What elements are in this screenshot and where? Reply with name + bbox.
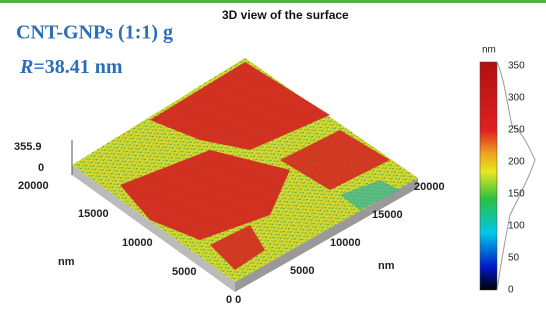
left-unit: nm bbox=[58, 256, 75, 268]
plot-title: 3D view of the surface bbox=[222, 8, 349, 22]
colorbar-tick: 250 bbox=[508, 125, 525, 136]
colorbar-tick: 0 bbox=[508, 285, 514, 296]
left-tick: 10000 bbox=[122, 237, 153, 249]
left-tick: 5000 bbox=[172, 266, 196, 278]
radius-value: =38.41 nm bbox=[33, 56, 123, 78]
sample-title: CNT-GNPs (1:1) g bbox=[16, 22, 173, 44]
z-label: 0 bbox=[38, 162, 44, 174]
left-tick: 20000 bbox=[18, 180, 49, 192]
colorbar-tick: 100 bbox=[508, 221, 525, 232]
z-label: 355.9 bbox=[14, 141, 42, 153]
colorbar-tick: 50 bbox=[508, 253, 520, 264]
colorbar-tick: 200 bbox=[508, 157, 525, 168]
colorbar-unit: nm bbox=[482, 45, 496, 56]
colorbar-tick: 350 bbox=[508, 61, 525, 72]
left-tick: 15000 bbox=[78, 208, 109, 220]
figure: CNT-GNPs (1:1) g R=38.41 nm 3D view of t… bbox=[0, 0, 546, 306]
colorbar-ticks: 350 300 250 200 150 100 50 0 bbox=[508, 61, 525, 296]
origin: 0 0 bbox=[226, 294, 241, 306]
top-border bbox=[0, 0, 546, 3]
right-unit: nm bbox=[378, 260, 395, 272]
right-tick: 10000 bbox=[330, 237, 361, 249]
right-tick: 15000 bbox=[372, 209, 403, 221]
right-tick: 5000 bbox=[290, 265, 314, 277]
colorbar-tick: 300 bbox=[508, 93, 525, 104]
right-tick: 20000 bbox=[414, 181, 445, 193]
colorbar bbox=[480, 62, 497, 290]
radius: R=38.41 nm bbox=[19, 56, 123, 78]
radius-symbol: R bbox=[19, 56, 33, 78]
colorbar-tick: 150 bbox=[508, 189, 525, 200]
